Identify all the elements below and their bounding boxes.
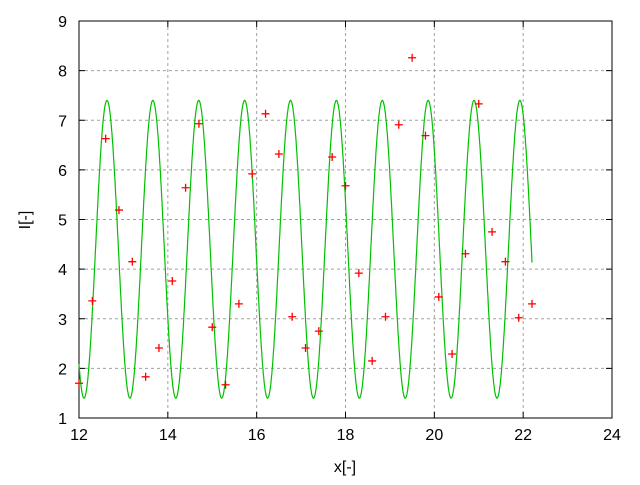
data-point	[288, 312, 297, 321]
data-point	[128, 257, 137, 266]
data-point	[75, 379, 83, 388]
y-tick-label: 4	[58, 262, 67, 279]
x-tick-label: 12	[70, 427, 88, 444]
x-tick-label: 18	[337, 427, 355, 444]
data-point	[88, 296, 97, 305]
x-tick-label: 14	[159, 427, 177, 444]
data-point	[461, 249, 470, 258]
data-point	[301, 344, 310, 353]
y-tick-label: 5	[58, 213, 67, 230]
data-point	[141, 372, 150, 381]
grid	[79, 21, 612, 418]
y-tick-label: 1	[58, 411, 67, 428]
x-tick-label: 20	[425, 427, 443, 444]
data-point	[194, 119, 203, 128]
data-point	[208, 323, 217, 332]
fit-curve	[78, 99, 533, 399]
data-point	[154, 344, 163, 353]
y-axis-label: I[-]	[17, 211, 34, 230]
data-point	[381, 312, 390, 321]
data-point	[488, 227, 497, 236]
data-point	[354, 269, 363, 278]
data-points	[75, 53, 537, 389]
data-point	[501, 257, 510, 266]
data-point	[394, 120, 403, 129]
data-point	[314, 327, 323, 336]
x-tick-label: 16	[248, 427, 266, 444]
x-tick-label: 22	[514, 427, 532, 444]
data-point	[101, 134, 110, 143]
data-point	[221, 380, 230, 389]
y-tick-label: 7	[58, 113, 67, 130]
data-point	[114, 206, 123, 215]
data-point	[168, 277, 177, 286]
x-tick-label: 24	[603, 427, 621, 444]
data-point	[434, 292, 443, 301]
y-tick-label: 8	[58, 64, 67, 81]
data-point	[248, 169, 257, 178]
y-tick-label: 3	[58, 312, 67, 329]
data-point	[368, 356, 377, 365]
y-tick-label: 6	[58, 163, 67, 180]
data-point	[421, 131, 430, 140]
data-point	[341, 181, 350, 190]
x-axis-label: x[-]	[334, 459, 356, 476]
data-point	[474, 99, 483, 108]
y-tick-label: 2	[58, 361, 67, 378]
data-point	[181, 183, 190, 192]
data-point	[448, 349, 457, 358]
data-point	[328, 152, 337, 161]
data-point	[261, 109, 270, 118]
data-point	[528, 299, 537, 308]
data-point	[514, 313, 523, 322]
data-point	[408, 53, 417, 62]
y-tick-label: 9	[58, 14, 67, 31]
data-point	[274, 149, 283, 158]
data-point	[234, 299, 243, 308]
